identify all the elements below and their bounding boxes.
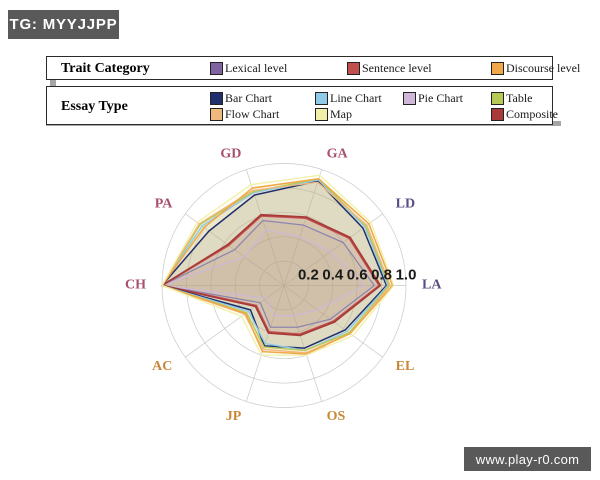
svg-text:0.8: 0.8	[371, 267, 392, 284]
svg-text:GD: GD	[220, 146, 241, 161]
svg-text:PA: PA	[155, 197, 174, 212]
svg-text:LD: LD	[396, 197, 415, 212]
svg-text:0.4: 0.4	[322, 267, 344, 284]
svg-text:LA: LA	[422, 278, 442, 293]
svg-text:EL: EL	[396, 359, 415, 374]
svg-text:GA: GA	[327, 146, 349, 161]
svg-text:0.6: 0.6	[347, 267, 368, 284]
svg-text:0.2: 0.2	[298, 267, 319, 284]
svg-text:OS: OS	[327, 409, 346, 424]
svg-text:AC: AC	[152, 359, 172, 374]
svg-text:JP: JP	[226, 409, 242, 424]
svg-text:CH: CH	[125, 278, 146, 293]
svg-text:1.0: 1.0	[396, 267, 417, 284]
